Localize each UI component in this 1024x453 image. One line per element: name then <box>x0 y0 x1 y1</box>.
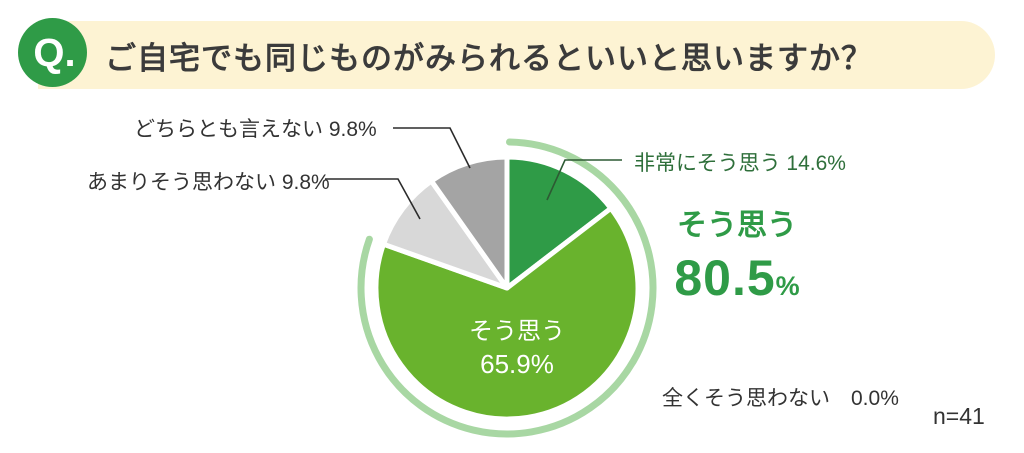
question-badge: Q. <box>18 18 87 87</box>
question-title: ご自宅でも同じものがみられるといいと思いますか？ <box>105 40 873 76</box>
pie-inner-label-value: 65.9% <box>480 348 554 379</box>
highlight-total-label: そう思う <box>677 209 797 242</box>
question-header-bar: ご自宅でも同じものがみられるといいと思いますか？ <box>38 21 995 89</box>
highlight-total-value: 80.5 <box>674 250 776 306</box>
label-hijou-ni-sou-omou: 非常にそう思う 14.6% <box>634 152 846 175</box>
highlight-arc-group <box>357 138 657 438</box>
highlight-total-unit: % <box>775 271 800 301</box>
question-badge-label: Q. <box>33 30 76 75</box>
highlight-total: そう思う 80.5% <box>648 209 826 304</box>
label-amari-sou-omowanai: あまりそう思わない 9.8% <box>87 171 330 194</box>
pie-inner-label: そう思う 65.9% <box>447 318 587 380</box>
label-mattaku-sou-omowanai: 全くそう思わない 0.0% <box>662 387 899 410</box>
label-dochira-tomo-ienai: どちらとも言えない 9.8% <box>134 118 377 141</box>
highlight-total-value-row: 80.5% <box>648 253 826 303</box>
pie-slice-1 <box>373 205 641 422</box>
pie-slice-0 <box>504 154 614 291</box>
leader-line-dochira <box>393 127 471 169</box>
sample-size: n=41 <box>933 403 985 429</box>
highlight-arc <box>357 138 657 438</box>
pie-slices <box>373 154 641 422</box>
leader-line-amari <box>325 178 421 220</box>
leader-line-hijou <box>546 159 622 201</box>
pie-inner-label-text: そう思う <box>469 318 565 345</box>
leader-lines <box>325 127 622 220</box>
